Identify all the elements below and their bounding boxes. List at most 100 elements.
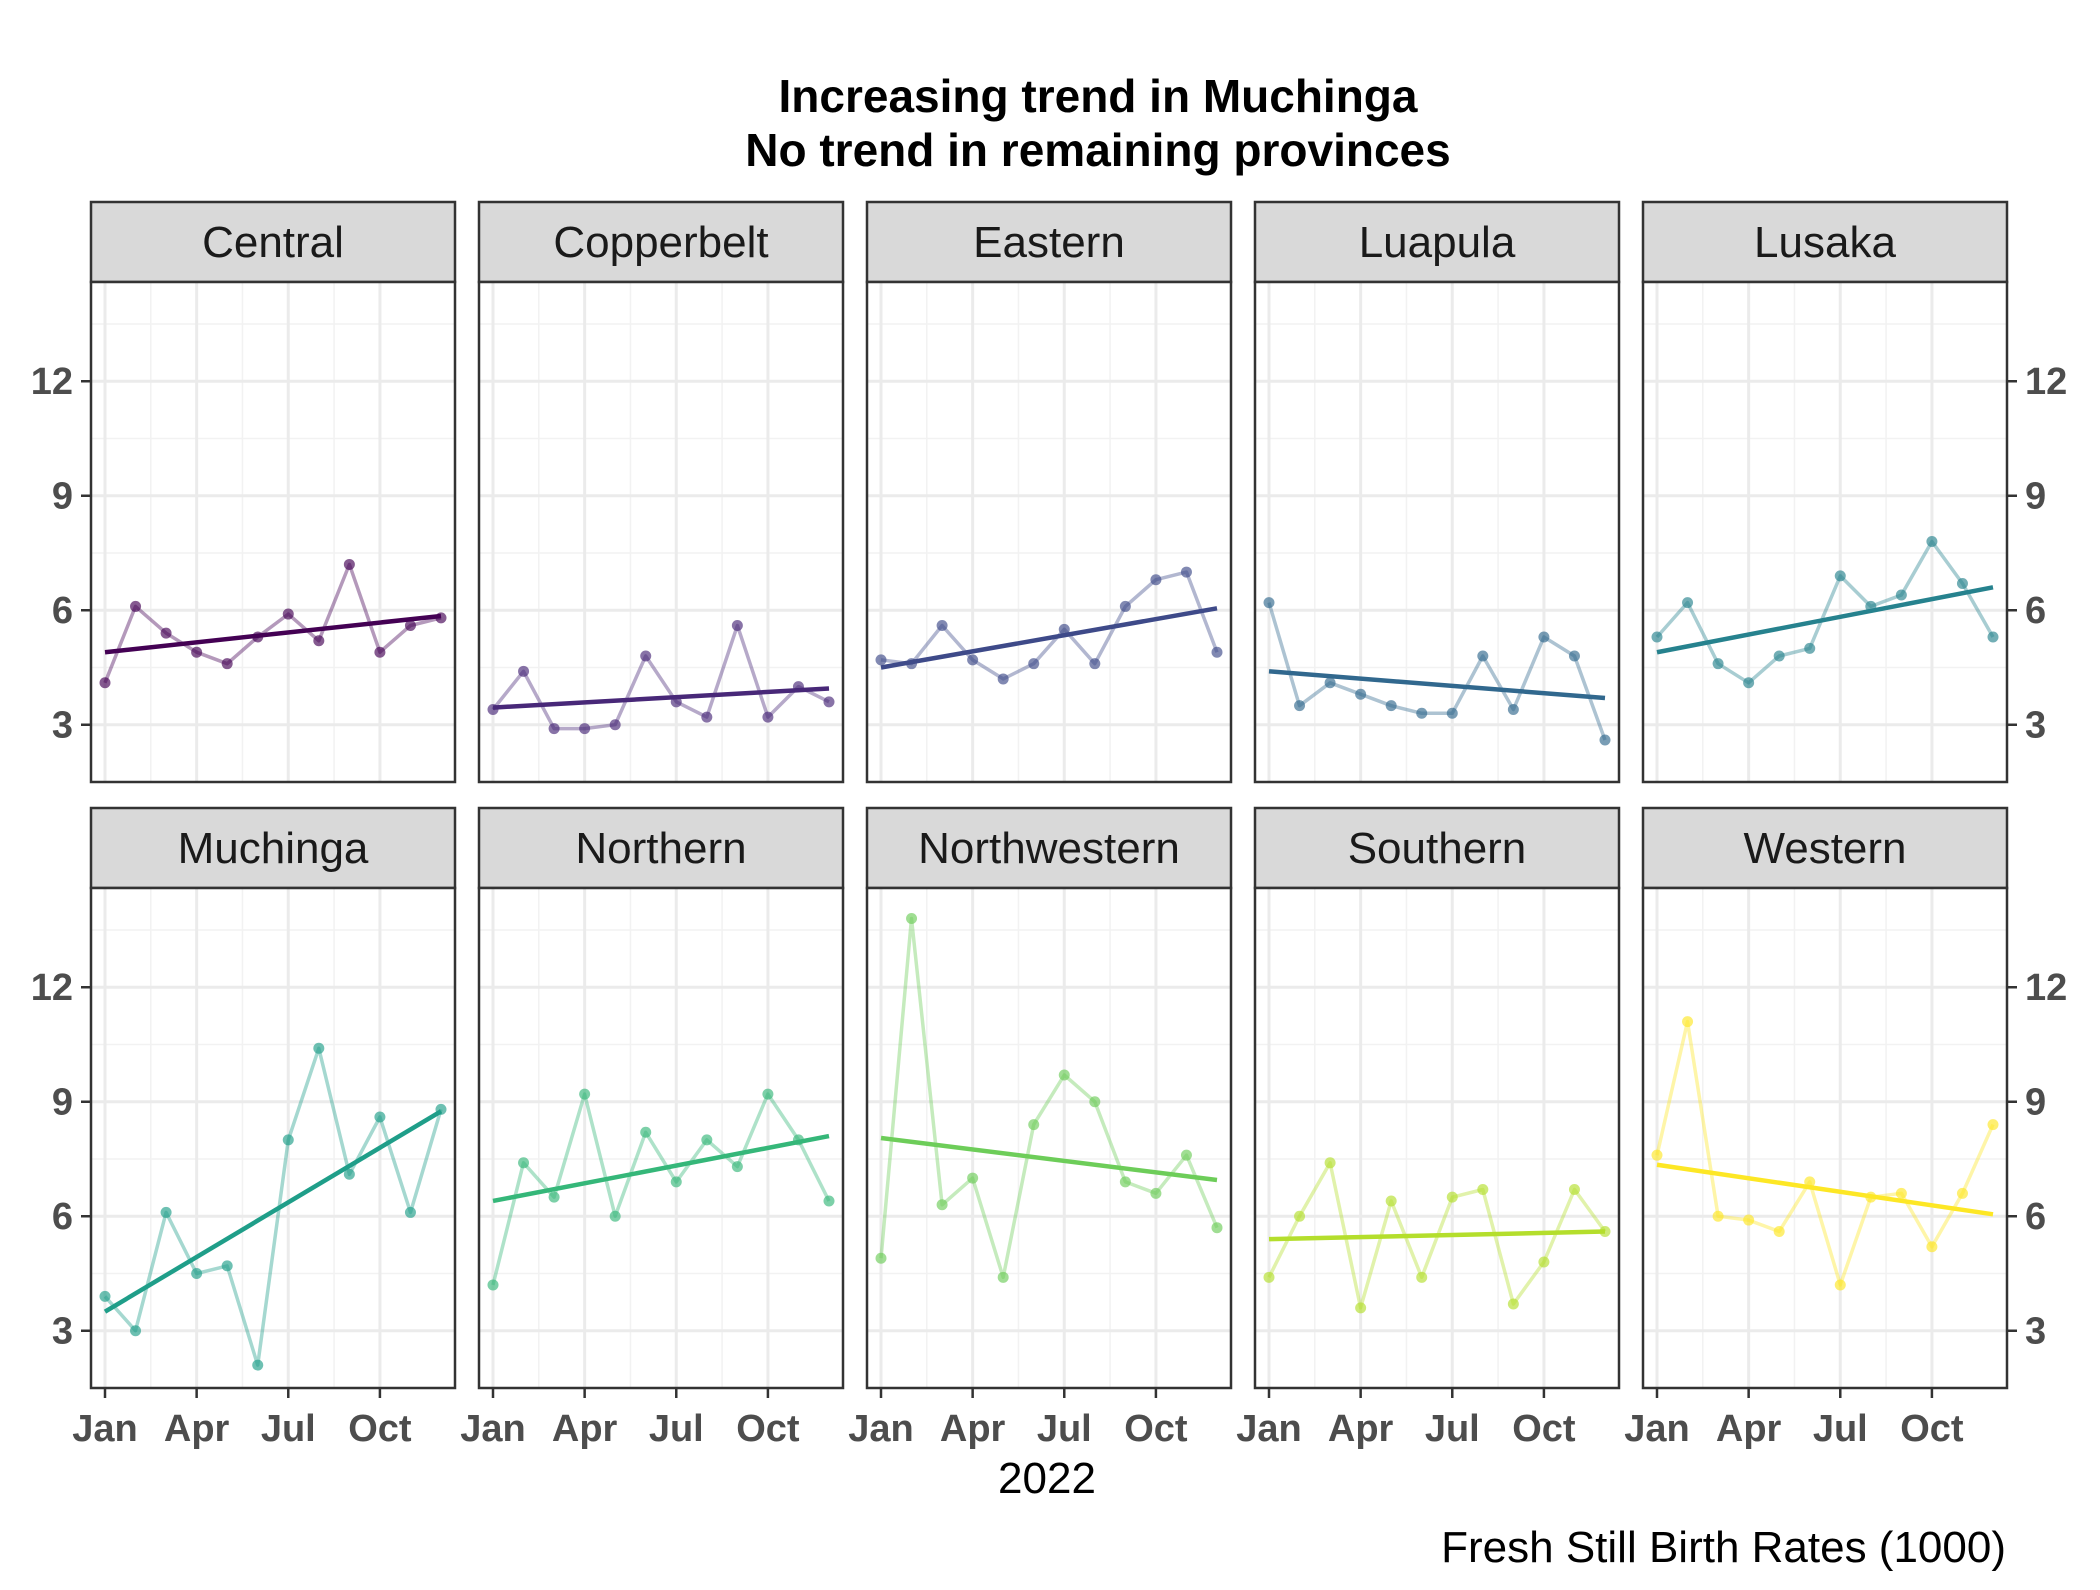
panel-border — [865, 280, 1233, 784]
x-tick-label: Oct — [1512, 1408, 1576, 1450]
data-point — [343, 558, 355, 570]
data-point — [1211, 1222, 1223, 1234]
panel-border — [865, 886, 1233, 1390]
y-tick-label: 9 — [52, 1082, 73, 1124]
panel-background — [1643, 888, 2007, 1388]
data-point — [1446, 707, 1458, 719]
data-point — [906, 913, 918, 925]
facet-strip-label: Northwestern — [918, 824, 1180, 873]
data-point — [1895, 589, 1907, 601]
data-point — [1507, 1298, 1519, 1310]
facet-western: Western Jan Apr Jul Oct 3 6 9 12 — [1624, 806, 2067, 1450]
facet-strip-label: Luapula — [1359, 218, 1516, 267]
x-tick-label: Apr — [1328, 1408, 1394, 1450]
x-tick-label: Jul — [1425, 1408, 1480, 1450]
panel-border — [1641, 886, 2009, 1390]
panel-border — [1253, 280, 1621, 784]
data-point — [1263, 597, 1275, 609]
facet-luapula: Luapula — [1253, 200, 1621, 784]
data-point — [1568, 1184, 1580, 1196]
data-point — [1987, 631, 1999, 643]
facet-eastern: Eastern — [865, 200, 1233, 784]
series-line — [879, 916, 1219, 1280]
facet-copperbelt: Copperbelt — [477, 200, 845, 784]
y-tick-label: 12 — [31, 361, 73, 403]
data-point — [875, 654, 887, 666]
x-tick-label: Oct — [736, 1408, 800, 1450]
data-point — [762, 711, 774, 723]
data-point — [191, 1267, 203, 1279]
data-point — [670, 1176, 682, 1188]
data-point — [1446, 1191, 1458, 1203]
trend-line — [103, 1109, 443, 1314]
data-point — [1385, 700, 1397, 712]
chart-title-line-2: No trend in remaining provinces — [745, 124, 1450, 176]
panel-border — [1641, 280, 2009, 784]
series-line — [491, 623, 830, 731]
data-point — [1028, 658, 1040, 670]
y-tick-label: 12 — [2025, 967, 2067, 1009]
facet-strip-label: Lusaka — [1754, 218, 1896, 267]
facet-strip-label: Western — [1743, 824, 1906, 873]
x-tick-label: Jul — [649, 1408, 704, 1450]
data-point — [343, 1168, 355, 1180]
panel-background — [867, 282, 1231, 782]
data-point — [1294, 700, 1306, 712]
data-point — [1743, 677, 1755, 689]
y-tick-label: 9 — [2025, 1082, 2046, 1124]
panel-border — [89, 280, 457, 784]
x-tick-label: Jul — [261, 1408, 316, 1450]
data-point — [518, 1157, 530, 1169]
data-point — [579, 1088, 591, 1100]
chart-title-line-1: Increasing trend in Muchinga — [779, 70, 1418, 122]
panel-background — [867, 888, 1231, 1388]
trend-line — [492, 686, 830, 710]
facet-strip — [89, 200, 457, 284]
data-point — [875, 1252, 887, 1264]
x-tick-label: Jan — [460, 1408, 525, 1450]
y-tick-label: 6 — [52, 590, 73, 632]
x-tick-label: Jan — [848, 1408, 913, 1450]
chart-caption: Fresh Still Birth Rates (1000) — [1441, 1523, 2006, 1572]
facet-strip-label: Southern — [1348, 824, 1527, 873]
series-line — [1655, 1019, 1995, 1287]
data-point — [160, 627, 172, 639]
facet-strip — [477, 200, 845, 284]
data-point — [1743, 1214, 1755, 1226]
facet-central: Central 3 6 9 12 — [31, 200, 457, 784]
facet-strip — [1641, 806, 2009, 890]
facet-strip — [477, 806, 845, 890]
data-point — [1682, 597, 1694, 609]
data-point — [579, 723, 591, 735]
y-tick-label: 3 — [2025, 1311, 2046, 1353]
data-point — [640, 1126, 652, 1138]
data-point — [1477, 1184, 1489, 1196]
x-tick-label: Apr — [940, 1408, 1006, 1450]
data-point — [1416, 1271, 1428, 1283]
facet-strip-label: Eastern — [973, 218, 1125, 267]
x-tick-label: Apr — [164, 1408, 230, 1450]
y-tick-label: 3 — [52, 1311, 73, 1353]
y-tick-label: 3 — [52, 705, 73, 747]
data-point — [701, 711, 713, 723]
panel-border — [477, 886, 845, 1390]
facet-northern: Northern Jan Apr Jul Oct — [460, 806, 845, 1450]
panel-border — [1253, 886, 1621, 1390]
facet-strip-label: Central — [202, 218, 344, 267]
data-point — [1119, 600, 1131, 612]
x-tick-label: Apr — [552, 1408, 618, 1450]
data-point — [1987, 1119, 1999, 1131]
data-point — [99, 677, 111, 689]
data-point — [997, 1271, 1009, 1283]
data-point — [1028, 1119, 1040, 1131]
data-point — [1180, 1149, 1192, 1161]
data-point — [762, 1088, 774, 1100]
data-point — [1507, 703, 1519, 715]
data-point — [1804, 642, 1816, 654]
series-line — [1267, 602, 1607, 741]
y-tick-label: 6 — [2025, 590, 2046, 632]
facet-strip-label: Copperbelt — [553, 218, 768, 267]
data-point — [160, 1206, 172, 1218]
trend-line — [104, 613, 442, 655]
data-point — [548, 723, 560, 735]
